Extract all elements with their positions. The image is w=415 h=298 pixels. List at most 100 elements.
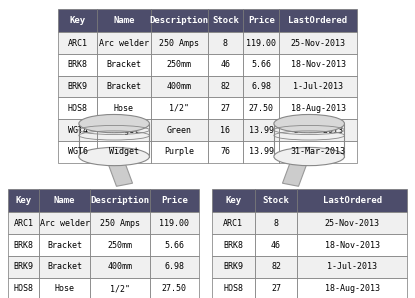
- Text: LastOrdered: LastOrdered: [288, 16, 348, 25]
- FancyBboxPatch shape: [90, 212, 149, 234]
- FancyBboxPatch shape: [58, 141, 97, 163]
- Text: 18-Aug-2013: 18-Aug-2013: [325, 284, 380, 293]
- FancyBboxPatch shape: [208, 9, 243, 32]
- Text: Purple: Purple: [164, 147, 194, 156]
- Text: 6.98: 6.98: [164, 262, 184, 271]
- Text: Stock: Stock: [263, 196, 289, 205]
- FancyBboxPatch shape: [8, 189, 39, 212]
- FancyBboxPatch shape: [97, 119, 151, 141]
- FancyBboxPatch shape: [208, 141, 243, 163]
- Text: Price: Price: [248, 16, 275, 25]
- FancyBboxPatch shape: [149, 234, 199, 256]
- FancyBboxPatch shape: [58, 9, 97, 32]
- Text: 27.50: 27.50: [249, 104, 274, 113]
- FancyBboxPatch shape: [298, 278, 407, 298]
- FancyBboxPatch shape: [151, 9, 208, 32]
- FancyBboxPatch shape: [8, 278, 39, 298]
- Text: 46: 46: [271, 240, 281, 250]
- Text: Widget: Widget: [109, 147, 139, 156]
- FancyBboxPatch shape: [8, 256, 39, 278]
- Text: 1/2": 1/2": [169, 104, 189, 113]
- Text: 5.66: 5.66: [251, 60, 271, 69]
- Text: 250mm: 250mm: [107, 240, 132, 250]
- Text: 18-Nov-2013: 18-Nov-2013: [325, 240, 380, 250]
- FancyBboxPatch shape: [58, 97, 97, 119]
- Ellipse shape: [79, 148, 149, 166]
- FancyBboxPatch shape: [208, 54, 243, 76]
- Text: Arc welder: Arc welder: [99, 38, 149, 48]
- FancyBboxPatch shape: [254, 234, 298, 256]
- FancyBboxPatch shape: [279, 9, 357, 32]
- FancyBboxPatch shape: [279, 76, 357, 97]
- FancyBboxPatch shape: [8, 234, 39, 256]
- Text: 5.66: 5.66: [164, 240, 184, 250]
- Ellipse shape: [79, 114, 149, 133]
- FancyBboxPatch shape: [212, 278, 254, 298]
- Text: Key: Key: [225, 196, 241, 205]
- Text: BRK8: BRK8: [68, 60, 88, 69]
- Text: 119.00: 119.00: [159, 219, 189, 228]
- Text: Hose: Hose: [55, 284, 75, 293]
- FancyBboxPatch shape: [274, 124, 344, 156]
- Text: 6.98: 6.98: [251, 82, 271, 91]
- FancyBboxPatch shape: [39, 189, 90, 212]
- FancyBboxPatch shape: [279, 141, 357, 163]
- FancyBboxPatch shape: [279, 97, 357, 119]
- Text: 27: 27: [271, 284, 281, 293]
- Text: HOS8: HOS8: [14, 284, 34, 293]
- Text: 25-Nov-2013: 25-Nov-2013: [290, 38, 346, 48]
- Text: 8: 8: [273, 219, 278, 228]
- FancyBboxPatch shape: [254, 256, 298, 278]
- FancyBboxPatch shape: [279, 119, 357, 141]
- Text: Key: Key: [69, 16, 85, 25]
- FancyBboxPatch shape: [58, 54, 97, 76]
- Text: BRK9: BRK9: [223, 262, 243, 271]
- Text: BRK9: BRK9: [68, 82, 88, 91]
- Text: HOS8: HOS8: [68, 104, 88, 113]
- FancyBboxPatch shape: [212, 212, 254, 234]
- Text: Price: Price: [161, 196, 188, 205]
- FancyBboxPatch shape: [151, 54, 208, 76]
- Text: 16: 16: [220, 125, 230, 135]
- Text: BRK9: BRK9: [14, 262, 34, 271]
- Text: 1-Jul-2013: 1-Jul-2013: [293, 82, 343, 91]
- Text: 1/2": 1/2": [110, 284, 130, 293]
- FancyBboxPatch shape: [90, 278, 149, 298]
- FancyBboxPatch shape: [208, 32, 243, 54]
- Text: 8: 8: [223, 38, 228, 48]
- Text: 82: 82: [220, 82, 230, 91]
- FancyBboxPatch shape: [298, 189, 407, 212]
- Text: BRK8: BRK8: [223, 240, 243, 250]
- FancyBboxPatch shape: [151, 141, 208, 163]
- Text: 27.50: 27.50: [162, 284, 187, 293]
- FancyBboxPatch shape: [298, 234, 407, 256]
- FancyBboxPatch shape: [149, 278, 199, 298]
- Text: Description: Description: [90, 196, 149, 205]
- FancyBboxPatch shape: [151, 32, 208, 54]
- Text: Name: Name: [113, 16, 134, 25]
- FancyBboxPatch shape: [97, 54, 151, 76]
- Text: 400mm: 400mm: [107, 262, 132, 271]
- Text: 13.99: 13.99: [249, 147, 274, 156]
- FancyBboxPatch shape: [58, 32, 97, 54]
- FancyBboxPatch shape: [97, 9, 151, 32]
- FancyBboxPatch shape: [97, 141, 151, 163]
- FancyBboxPatch shape: [243, 97, 279, 119]
- Text: 250 Amps: 250 Amps: [159, 38, 199, 48]
- Text: 250 Amps: 250 Amps: [100, 219, 140, 228]
- FancyBboxPatch shape: [58, 76, 97, 97]
- Text: 46: 46: [220, 60, 230, 69]
- Text: 400mm: 400mm: [166, 82, 192, 91]
- FancyBboxPatch shape: [243, 54, 279, 76]
- FancyBboxPatch shape: [212, 234, 254, 256]
- Text: 119.00: 119.00: [246, 38, 276, 48]
- Text: Hose: Hose: [114, 104, 134, 113]
- Text: 27: 27: [220, 104, 230, 113]
- FancyBboxPatch shape: [298, 256, 407, 278]
- Text: Bracket: Bracket: [106, 82, 142, 91]
- FancyBboxPatch shape: [58, 119, 97, 141]
- Text: 18-Nov-2013: 18-Nov-2013: [290, 60, 346, 69]
- Text: Stock: Stock: [212, 16, 239, 25]
- Text: Arc welder: Arc welder: [39, 219, 90, 228]
- Ellipse shape: [274, 148, 344, 166]
